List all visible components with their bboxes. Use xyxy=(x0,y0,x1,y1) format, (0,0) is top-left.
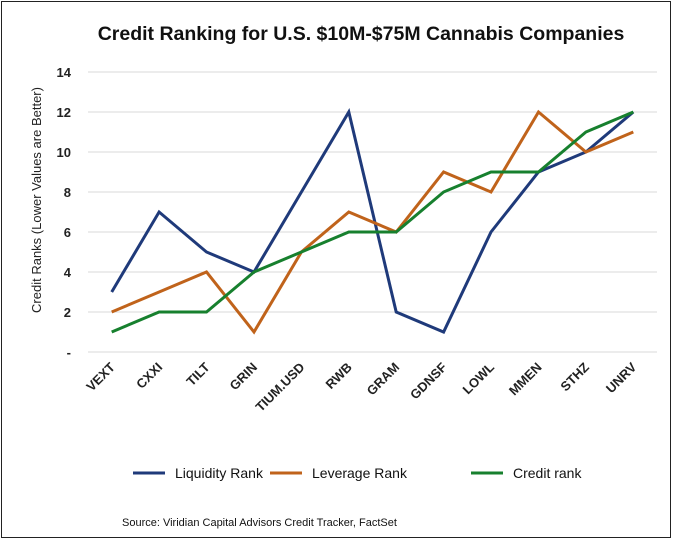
x-tick-label: TILT xyxy=(183,359,212,388)
series-line xyxy=(111,109,634,335)
x-tick-label: TIUM.USD xyxy=(252,360,307,415)
legend-label: Credit rank xyxy=(513,465,582,481)
y-tick-label: 6 xyxy=(64,225,71,240)
chart-title: Credit Ranking for U.S. $10M-$75M Cannab… xyxy=(98,23,625,45)
x-tick-label: GRIN xyxy=(226,360,260,394)
series-lines xyxy=(110,108,635,335)
y-tick-label: - xyxy=(67,345,71,360)
x-tick-label: STHZ xyxy=(557,359,592,394)
x-tick-label: GRAM xyxy=(364,360,403,399)
x-tick-label: LOWL xyxy=(459,359,497,397)
series-line xyxy=(110,108,635,334)
x-tick-label: UNRV xyxy=(603,359,640,396)
legend-label: Liquidity Rank xyxy=(175,465,264,481)
source-note: Source: Viridian Capital Advisors Credit… xyxy=(122,517,397,529)
y-tick-label: 8 xyxy=(64,185,71,200)
y-tick-label: 4 xyxy=(64,265,72,280)
y-tick-label: 10 xyxy=(57,145,71,160)
x-tick-label: GDNSF xyxy=(407,359,450,402)
x-tick-label: CXXI xyxy=(133,360,165,392)
y-tick-labels: - 2 4 6 8 10 12 14 xyxy=(57,65,72,360)
x-tick-label: MMEN xyxy=(506,360,545,399)
y-tick-label: 2 xyxy=(64,305,71,320)
y-tick-label: 14 xyxy=(57,65,72,80)
x-tick-label: VEXT xyxy=(83,359,118,394)
x-tick-label: RWB xyxy=(323,360,355,392)
series-line xyxy=(111,110,634,334)
y-axis-label: Credit Ranks (Lower Values are Better) xyxy=(29,87,44,313)
legend-label: Leverage Rank xyxy=(312,465,408,481)
y-tick-label: 12 xyxy=(57,105,71,120)
legend: Liquidity Rank Leverage Rank Credit rank xyxy=(133,465,582,481)
